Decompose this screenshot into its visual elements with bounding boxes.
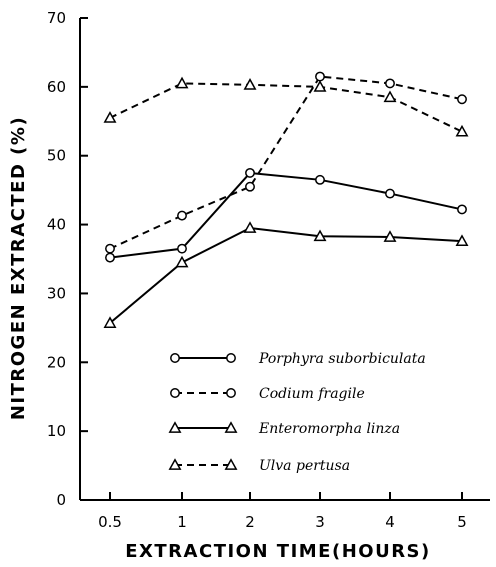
legend-marker [226, 388, 236, 398]
data-point-triangle [175, 255, 189, 268]
data-point-circle [105, 252, 115, 263]
legend-marker [168, 458, 182, 470]
data-point-circle [385, 78, 395, 89]
y-tick-label: 30 [47, 284, 66, 302]
y-tick-label: 0 [56, 491, 66, 509]
data-point-triangle [243, 78, 257, 90]
y-ticks: 0 10 20 30 40 50 60 70 [47, 9, 88, 509]
x-tick-label: 4 [385, 513, 395, 531]
legend-marker [170, 353, 180, 363]
data-point-triangle [383, 90, 397, 103]
data-point-triangle [313, 80, 327, 92]
data-point-triangle [455, 234, 469, 247]
data-point-circle [457, 204, 467, 215]
y-tick-label: 20 [47, 353, 66, 371]
series-4 [103, 76, 469, 137]
data-point-triangle [313, 229, 327, 242]
data-point-triangle [383, 230, 397, 242]
y-axis-title: NITROGEN EXTRACTED (%) [8, 116, 29, 420]
series-3 [103, 221, 469, 328]
legend-marker [224, 458, 238, 470]
series-line [109, 82, 463, 133]
x-tick-label: 2 [245, 513, 255, 531]
x-tick-label: 1 [177, 513, 187, 531]
y-tick-label: 50 [47, 147, 66, 165]
data-point-triangle [103, 111, 117, 123]
data-point-triangle [103, 316, 117, 328]
series-2 [105, 71, 467, 254]
y-tick-label: 40 [47, 216, 66, 234]
y-tick-label: 60 [47, 78, 66, 96]
legend-marker [226, 353, 236, 363]
data-point-circle [315, 71, 325, 82]
x-tick-label: 5 [457, 513, 467, 531]
legend-label: Enteromorpha linza [258, 421, 400, 437]
legend-entry: Codium fragile [170, 386, 365, 402]
series-line [109, 226, 463, 324]
legend-marker [168, 421, 182, 433]
axes [79, 18, 490, 501]
data-point-circle [385, 188, 395, 199]
legend-label: Porphyra suborbiculata [258, 351, 426, 367]
y-tick-label: 10 [47, 422, 66, 440]
y-tick-label: 70 [47, 9, 66, 27]
series-line [109, 171, 463, 259]
x-axis-title: EXTRACTION TIME(HOURS) [125, 541, 431, 562]
legend-marker [224, 421, 238, 433]
x-ticks: 0.5 1 2 3 4 5 [98, 492, 467, 531]
data-point-circle [177, 243, 187, 254]
legend-entry: Ulva pertusa [168, 458, 350, 474]
data-point-circle [177, 210, 187, 221]
data-point-triangle [455, 124, 469, 137]
data-point-circle [457, 94, 467, 105]
series-1 [105, 167, 467, 263]
data-point-circle [245, 181, 255, 192]
legend-entry: Porphyra suborbiculata [170, 351, 426, 367]
data-point-triangle [175, 76, 189, 89]
x-tick-label: 0.5 [98, 513, 122, 531]
data-point-triangle [243, 221, 257, 233]
legend-entry: Enteromorpha linza [168, 421, 400, 437]
legend-label: Ulva pertusa [259, 458, 350, 474]
series-layer [103, 71, 469, 328]
data-point-circle [315, 174, 325, 185]
data-point-circle [245, 167, 255, 178]
x-tick-label: 3 [315, 513, 325, 531]
legend-label: Codium fragile [259, 386, 365, 402]
series-line [109, 75, 463, 250]
legend: Porphyra suborbiculata Codium fragile Ente… [168, 351, 426, 474]
data-point-circle [105, 243, 115, 254]
legend-marker [170, 388, 180, 398]
